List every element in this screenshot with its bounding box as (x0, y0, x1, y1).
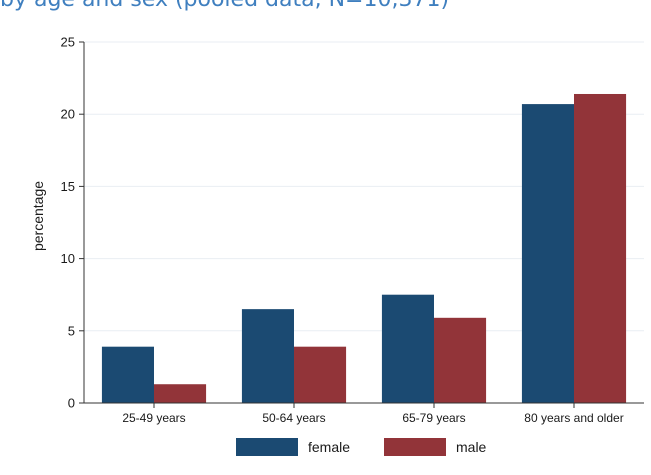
y-axis-label: percentage (30, 181, 46, 251)
legend-swatch-female (236, 438, 298, 456)
bars (101, 93, 627, 403)
axes (79, 41, 644, 408)
x-tick-label: 50-64 years (262, 411, 325, 425)
y-tick-label: 10 (61, 251, 75, 266)
bar-male-4 (574, 93, 627, 403)
bar-female-1 (101, 346, 154, 403)
y-tick-label: 5 (68, 323, 75, 338)
y-tick-label: 15 (61, 179, 75, 194)
x-tick-labels: 25-49 years 50-64 years 65-79 years 80 year… (122, 411, 623, 425)
x-tick-label: 25-49 years (122, 411, 185, 425)
bar-female-3 (381, 294, 434, 403)
chart-title: by age and sex (pooled data, N=10,371) (0, 0, 449, 12)
legend-label-female: female (308, 439, 350, 455)
legend-swatch-male (384, 438, 446, 456)
bar-female-4 (521, 104, 574, 403)
x-tick-label: 65-79 years (402, 411, 465, 425)
x-tick-label: 80 years and older (524, 411, 623, 425)
legend: female male (236, 438, 487, 456)
legend-label-male: male (456, 439, 487, 455)
bar-male-3 (434, 317, 487, 403)
y-tick-labels: 0 5 10 15 20 25 (61, 35, 75, 411)
y-tick-label: 25 (61, 35, 75, 50)
y-tick-label: 20 (61, 107, 75, 122)
bar-male-1 (154, 384, 207, 403)
bar-female-2 (241, 309, 294, 403)
bar-male-2 (294, 346, 347, 403)
y-tick-label: 0 (68, 396, 75, 411)
